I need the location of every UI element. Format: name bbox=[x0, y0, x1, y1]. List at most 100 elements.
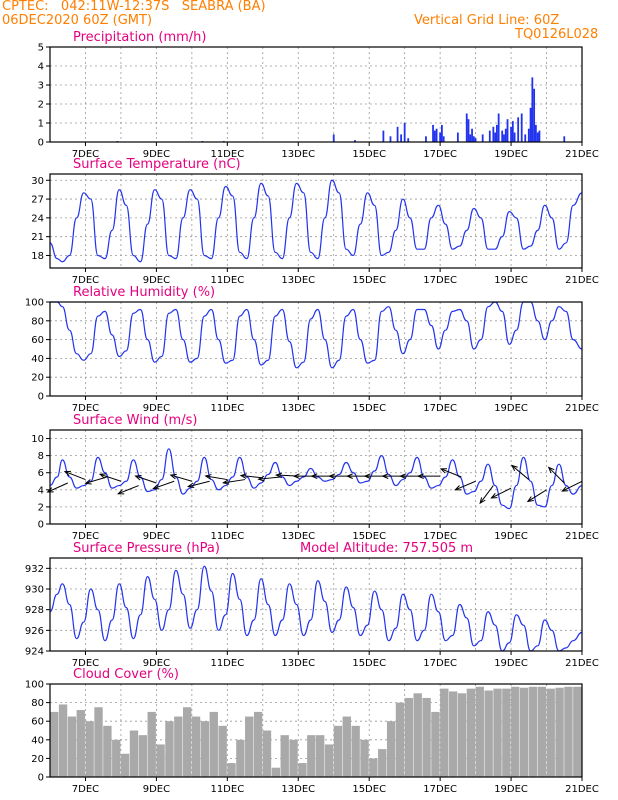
y-tick-label: 924 bbox=[25, 647, 44, 658]
precip-bar bbox=[407, 138, 410, 142]
cloud-bar bbox=[50, 711, 59, 777]
precip-bar bbox=[354, 140, 356, 142]
cloud-bar bbox=[333, 725, 343, 777]
series-line bbox=[50, 301, 583, 369]
x-tick-label: 21DEC bbox=[565, 275, 599, 286]
wind-arrow bbox=[47, 482, 68, 493]
y-tick-label: 27 bbox=[31, 195, 44, 206]
y-tick-label: 2 bbox=[38, 100, 44, 111]
wind-arrow-head bbox=[292, 473, 300, 479]
precip-bar bbox=[517, 117, 520, 142]
x-tick-label: 19DEC bbox=[494, 275, 528, 286]
cloud-bar bbox=[360, 739, 369, 777]
header-model-code: TQ0126L028 bbox=[515, 27, 599, 42]
wind-arrow-head bbox=[439, 468, 447, 474]
panel-title: Surface Temperature (nC) bbox=[73, 157, 241, 172]
y-tick-label: 40 bbox=[31, 735, 44, 746]
cloud-bar bbox=[307, 735, 316, 777]
wind-arrow-head bbox=[561, 486, 569, 492]
cloud-bar bbox=[431, 711, 440, 777]
y-tick-label: 932 bbox=[25, 564, 44, 575]
precip-bar bbox=[425, 136, 427, 142]
cloud-bar bbox=[262, 730, 272, 777]
wind-arrow bbox=[153, 480, 175, 490]
wind-arrow bbox=[64, 471, 86, 481]
y-tick-label: 60 bbox=[31, 717, 44, 728]
x-tick-label: 15DEC bbox=[352, 658, 386, 669]
x-tick-label: 19DEC bbox=[494, 658, 528, 669]
cloud-bar bbox=[422, 697, 431, 777]
x-tick-label: 13DEC bbox=[281, 403, 315, 414]
x-tick-label: 7DEC bbox=[72, 149, 99, 160]
x-tick-label: 9DEC bbox=[143, 531, 170, 542]
x-tick-label: 21DEC bbox=[565, 149, 599, 160]
precip-bar bbox=[488, 130, 491, 142]
cloud-bar bbox=[67, 716, 77, 777]
cloud-bar bbox=[573, 686, 582, 777]
cloud-bar bbox=[129, 730, 139, 777]
panel-frame bbox=[49, 683, 583, 778]
cloud-bar bbox=[342, 716, 351, 777]
cloud-bar bbox=[183, 707, 192, 777]
x-tick-label: 11DEC bbox=[210, 784, 244, 795]
x-tick-label: 17DEC bbox=[423, 658, 457, 669]
cloud-bar bbox=[546, 688, 555, 777]
x-tick-label: 11DEC bbox=[210, 275, 244, 286]
x-tick-label: 13DEC bbox=[281, 275, 315, 286]
x-tick-label: 11DEC bbox=[210, 658, 244, 669]
cloud-bar bbox=[138, 735, 148, 777]
x-tick-label: 15DEC bbox=[352, 403, 386, 414]
wind-arrow-head bbox=[63, 470, 71, 477]
y-tick-label: 10 bbox=[31, 434, 44, 445]
cloud-bar bbox=[369, 758, 378, 777]
header-datetime: 06DEC2020 60Z (GMT) bbox=[2, 13, 153, 28]
precip-bar bbox=[467, 119, 470, 142]
panel-frame bbox=[49, 46, 583, 143]
cloud-bar bbox=[457, 693, 467, 777]
y-tick-label: 80 bbox=[31, 316, 44, 327]
wind-arrow bbox=[479, 485, 494, 504]
x-tick-label: 13DEC bbox=[281, 149, 315, 160]
wind-arrow-head bbox=[239, 473, 247, 479]
x-tick-label: 19DEC bbox=[494, 149, 528, 160]
cloud-bar bbox=[245, 716, 254, 777]
wind-arrow bbox=[135, 475, 157, 484]
model-altitude: Model Altitude: 757.505 m bbox=[300, 541, 473, 556]
precip-bar bbox=[332, 134, 335, 142]
cloud-bar bbox=[395, 702, 405, 777]
x-tick-label: 13DEC bbox=[281, 658, 315, 669]
wind-arrow-head bbox=[117, 489, 125, 495]
cloud-bar bbox=[564, 686, 573, 777]
x-tick-label: 9DEC bbox=[143, 149, 170, 160]
wind-arrow-head bbox=[345, 473, 353, 479]
precip-bar bbox=[432, 124, 434, 142]
cloud-bar bbox=[555, 687, 564, 777]
precip-bar bbox=[504, 128, 507, 142]
precip-bar bbox=[531, 77, 534, 142]
precip-bar bbox=[469, 134, 472, 142]
precip-bar bbox=[538, 130, 541, 142]
precip-bar bbox=[534, 124, 537, 142]
precip-bar bbox=[439, 132, 442, 142]
precip-bar bbox=[474, 138, 477, 142]
wind-arrow bbox=[548, 467, 565, 484]
cloud-bar bbox=[475, 686, 484, 777]
cloud-bar bbox=[502, 688, 511, 777]
cloud-bar bbox=[94, 707, 103, 777]
wind-arrow-head bbox=[490, 493, 498, 499]
panel-frame bbox=[49, 429, 583, 525]
x-tick-label: 7DEC bbox=[72, 275, 99, 286]
cloud-bar bbox=[200, 721, 210, 777]
precip-bar bbox=[389, 136, 392, 142]
y-tick-label: 0 bbox=[38, 520, 44, 531]
precip-bar bbox=[510, 126, 512, 142]
y-tick-label: 80 bbox=[31, 698, 44, 709]
x-tick-label: 13DEC bbox=[281, 784, 315, 795]
y-tick-label: 928 bbox=[25, 605, 44, 616]
wind-arrow bbox=[223, 479, 246, 484]
panel-title: Precipitation (mm/h) bbox=[73, 30, 206, 45]
cloud-bar bbox=[253, 711, 263, 777]
panel-title: Cloud Cover (%) bbox=[73, 667, 179, 682]
panel-frame bbox=[49, 557, 583, 652]
precip-bar bbox=[456, 132, 459, 142]
